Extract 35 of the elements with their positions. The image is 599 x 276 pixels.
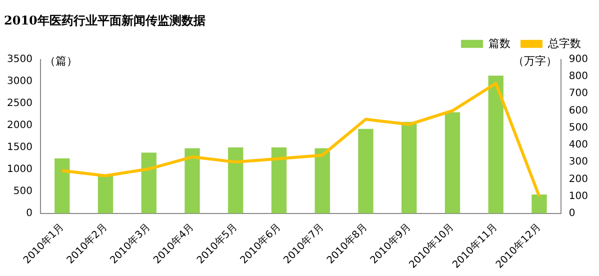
bar xyxy=(532,194,547,214)
bar xyxy=(314,148,330,214)
y-tick-label: 0 xyxy=(26,208,32,219)
bar xyxy=(488,76,504,214)
y-tick-label: 2500 xyxy=(6,98,32,109)
y2-tick-label: 800 xyxy=(568,71,588,82)
y2-axis-title: （万字） xyxy=(512,54,557,68)
y2-tick-label: 200 xyxy=(568,174,588,185)
y-tick-label: 1000 xyxy=(6,164,32,175)
bar xyxy=(444,112,460,214)
bar xyxy=(358,128,374,214)
bar xyxy=(271,147,287,214)
bar xyxy=(228,147,244,214)
y-tick-label: 500 xyxy=(13,186,32,197)
legend-label: 总字数 xyxy=(547,36,581,50)
y-tick-label: 3500 xyxy=(6,54,32,65)
y2-tick-label: 100 xyxy=(568,190,588,202)
y2-tick-label: 0 xyxy=(568,208,576,219)
y-tick-label: 3000 xyxy=(6,76,32,87)
y-tick-label: 1500 xyxy=(6,142,32,153)
y-tick-label: 2000 xyxy=(6,120,32,131)
y-axis-title: （篇） xyxy=(44,54,78,68)
bar xyxy=(98,176,114,214)
y2-tick-label: 900 xyxy=(568,54,588,65)
bar xyxy=(141,152,156,214)
y2-tick-label: 600 xyxy=(568,105,588,116)
y2-tick-label: 300 xyxy=(568,156,588,168)
y2-tick-label: 700 xyxy=(568,88,588,100)
legend-label: 篇数 xyxy=(488,36,510,50)
bar xyxy=(54,158,70,214)
bar xyxy=(402,122,417,214)
y2-tick-label: 500 xyxy=(568,122,588,134)
bar xyxy=(184,148,200,214)
chart-title: 2010年医药行业平面新闻传监测数据 xyxy=(4,13,206,28)
y2-tick-label: 400 xyxy=(568,140,588,151)
